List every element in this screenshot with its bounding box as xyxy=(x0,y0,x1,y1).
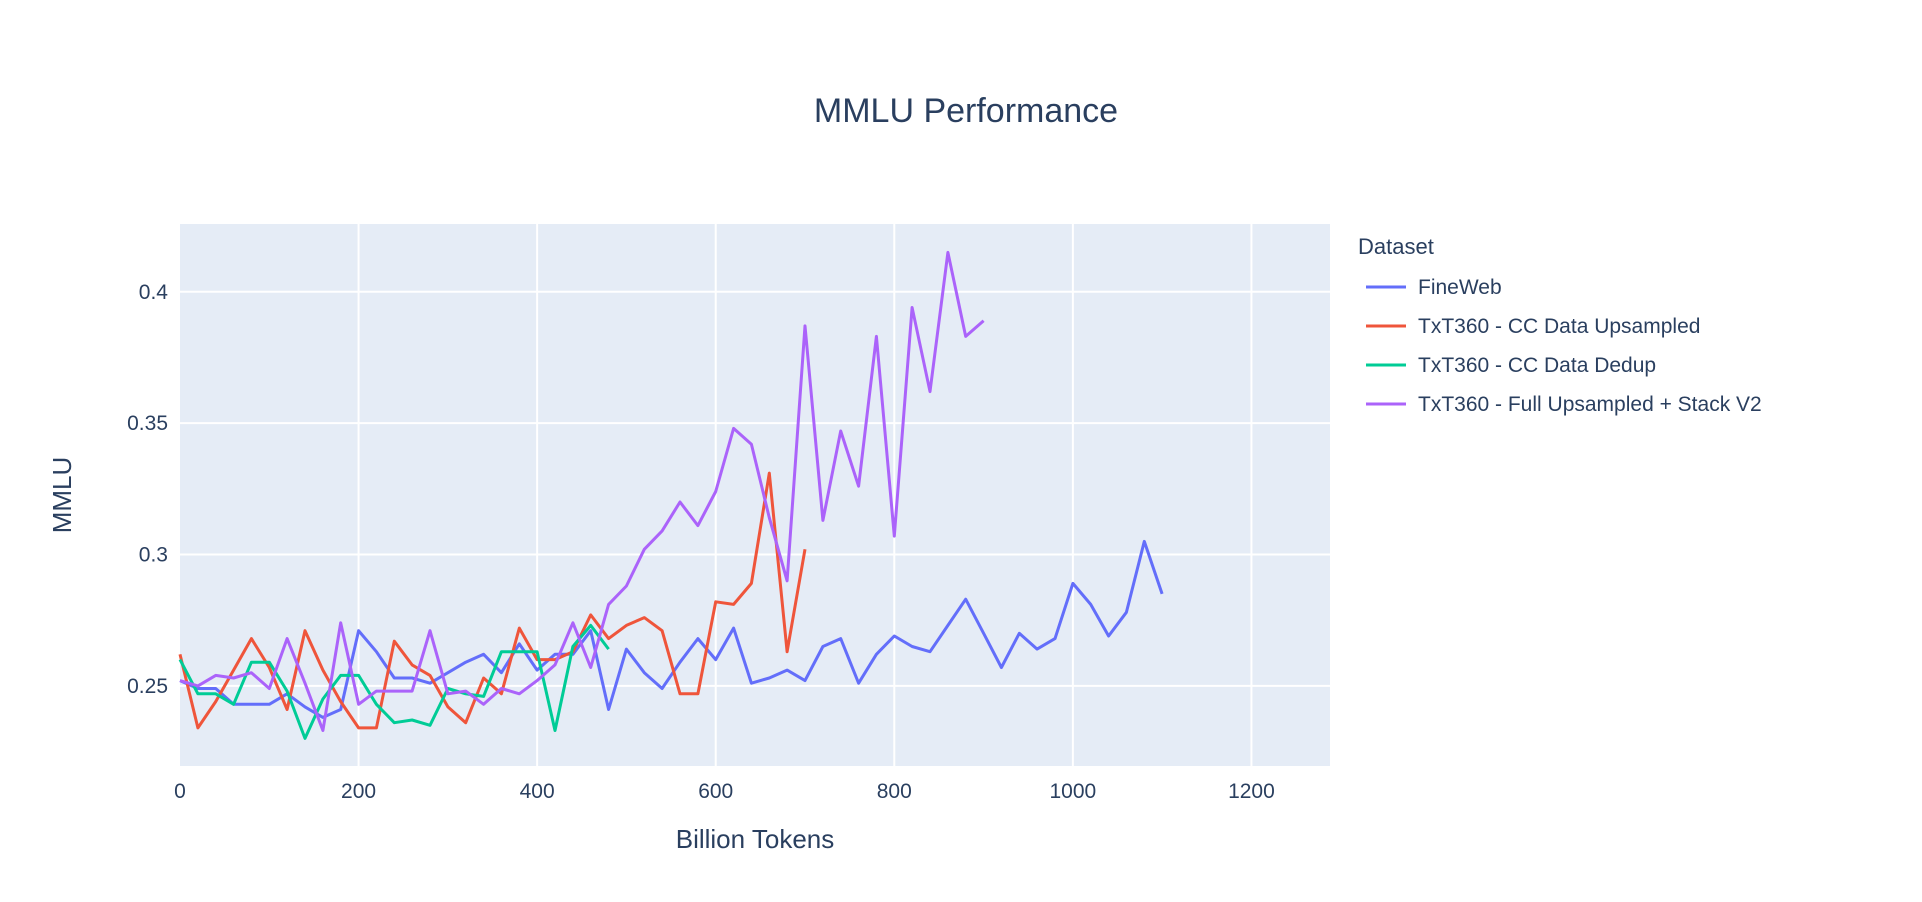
x-tick-label: 1000 xyxy=(1049,780,1096,803)
legend-item[interactable]: TxT360 - CC Data Dedup xyxy=(1366,354,1656,377)
legend-title: Dataset xyxy=(1358,234,1434,259)
legend-item[interactable]: TxT360 - Full Upsampled + Stack V2 xyxy=(1366,393,1762,416)
x-tick-label: 200 xyxy=(341,780,376,803)
series-line-2 xyxy=(178,623,610,740)
y-tick-label: 0.35 xyxy=(127,412,168,435)
x-tick-label: 800 xyxy=(877,780,912,803)
x-tick-label: 0 xyxy=(174,780,186,803)
series-line-3 xyxy=(179,250,985,732)
x-axis-title: Billion Tokens xyxy=(676,824,835,854)
legend: Dataset FineWeb TxT360 - CC Data Upsample… xyxy=(1358,234,1762,416)
legend-label: FineWeb xyxy=(1418,276,1502,299)
y-tick-label: 0.4 xyxy=(139,281,169,304)
y-tick-label: 0.25 xyxy=(127,675,168,698)
series-line-1 xyxy=(178,471,807,730)
legend-label: TxT360 - CC Data Upsampled xyxy=(1418,315,1700,338)
legend-item[interactable]: TxT360 - CC Data Upsampled xyxy=(1366,315,1700,338)
chart-title: MMLU Performance xyxy=(814,92,1118,130)
legend-label: TxT360 - Full Upsampled + Stack V2 xyxy=(1418,393,1762,416)
plot-area xyxy=(180,224,1330,766)
series-lines xyxy=(178,250,1164,740)
series-line-0 xyxy=(179,539,1164,719)
legend-item[interactable]: FineWeb xyxy=(1366,276,1502,299)
gridlines xyxy=(180,224,1330,766)
y-tick-label: 0.3 xyxy=(139,544,168,567)
x-tick-labels: 0 200 400 600 800 1000 1200 xyxy=(174,780,1275,803)
y-axis-title: MMLU xyxy=(47,457,77,534)
x-tick-label: 400 xyxy=(520,780,555,803)
x-tick-label: 600 xyxy=(698,780,733,803)
x-tick-label: 1200 xyxy=(1228,780,1275,803)
legend-label: TxT360 - CC Data Dedup xyxy=(1418,354,1656,377)
y-tick-labels: 0.25 0.3 0.35 0.4 xyxy=(127,281,168,698)
